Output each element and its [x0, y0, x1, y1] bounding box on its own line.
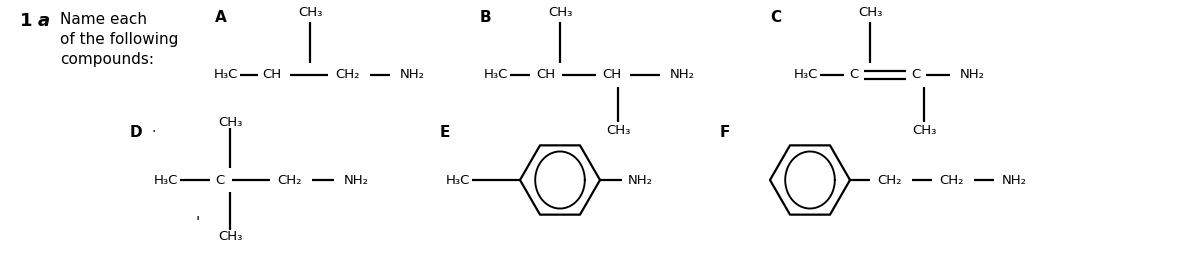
- Text: NH₂: NH₂: [1002, 174, 1026, 186]
- Text: NH₂: NH₂: [343, 174, 368, 186]
- Text: H₃C: H₃C: [154, 174, 178, 186]
- Text: E: E: [440, 125, 450, 140]
- Text: compounds:: compounds:: [60, 52, 154, 67]
- Text: CH₃: CH₃: [218, 230, 242, 242]
- Text: C: C: [850, 69, 859, 81]
- Text: H₃C: H₃C: [484, 69, 508, 81]
- Text: C: C: [770, 10, 781, 25]
- Text: CH₂: CH₂: [336, 69, 360, 81]
- Text: CH: CH: [263, 69, 282, 81]
- Text: CH₃: CH₃: [218, 115, 242, 129]
- Text: of the following: of the following: [60, 32, 179, 47]
- Text: H₃C: H₃C: [793, 69, 818, 81]
- Text: F: F: [720, 125, 731, 140]
- Text: 1: 1: [20, 12, 32, 30]
- Text: CH₃: CH₃: [548, 6, 572, 18]
- Text: CH: CH: [602, 69, 622, 81]
- Text: D: D: [130, 125, 143, 140]
- Text: CH₂: CH₂: [940, 174, 965, 186]
- Text: a: a: [38, 12, 50, 30]
- Text: H₃C: H₃C: [445, 174, 470, 186]
- Text: CH₂: CH₂: [877, 174, 902, 186]
- Text: NH₂: NH₂: [670, 69, 695, 81]
- Text: CH₃: CH₃: [606, 123, 630, 137]
- Text: C: C: [911, 69, 920, 81]
- Text: CH: CH: [536, 69, 556, 81]
- Text: NH₂: NH₂: [628, 174, 653, 186]
- Text: ': ': [196, 216, 200, 232]
- Text: B: B: [480, 10, 492, 25]
- Text: ·: ·: [152, 125, 156, 139]
- Text: A: A: [215, 10, 227, 25]
- Text: CH₃: CH₃: [912, 123, 936, 137]
- Text: C: C: [215, 174, 224, 186]
- Text: Name each: Name each: [60, 12, 148, 27]
- Text: CH₂: CH₂: [277, 174, 302, 186]
- Text: CH₃: CH₃: [858, 6, 882, 18]
- Text: NH₂: NH₂: [960, 69, 984, 81]
- Text: CH₃: CH₃: [298, 6, 322, 18]
- Text: NH₂: NH₂: [400, 69, 425, 81]
- Text: H₃C: H₃C: [214, 69, 238, 81]
